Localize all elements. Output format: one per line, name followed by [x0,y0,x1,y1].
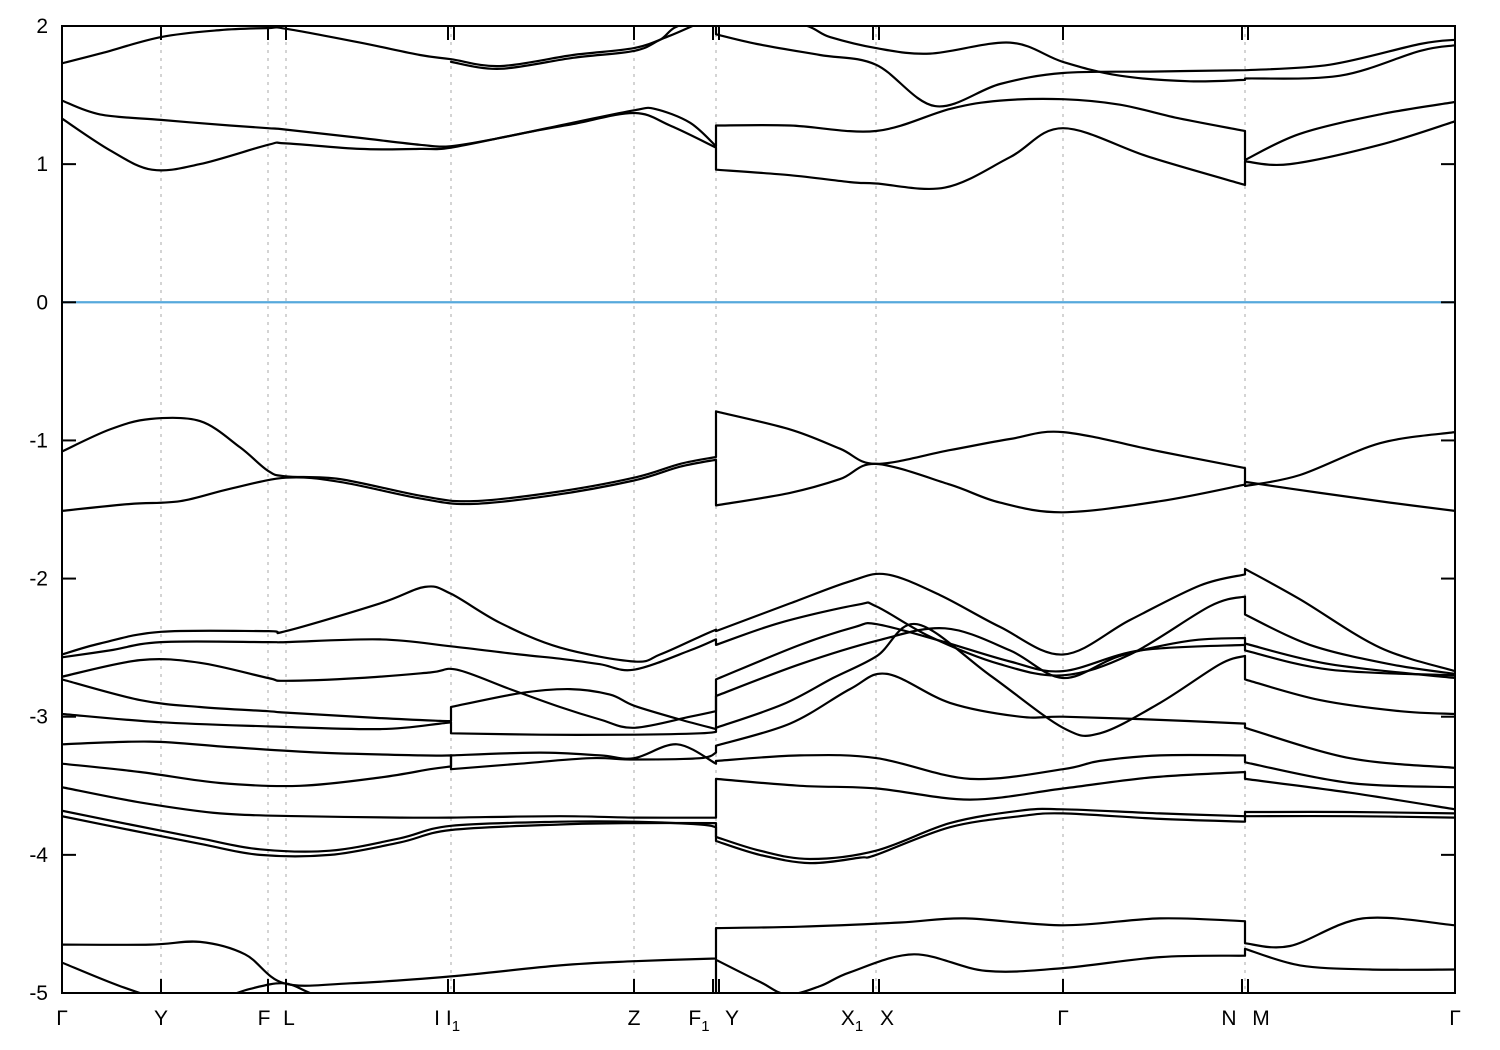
band-8 [62,595,1455,677]
band-15 [62,809,1455,865]
band-10 [62,627,1455,731]
band-18 [62,947,1455,993]
y-axis-label: -5 [29,982,48,1005]
band-16 [62,807,1455,861]
y-axis-label: -3 [29,706,48,729]
plot-frame [61,25,1456,994]
band-4 [62,111,1455,191]
x-axis-label: Γ [1449,1007,1461,1030]
y-axis-label: -2 [29,568,48,591]
band-2 [449,26,1455,83]
y-axis-label: -4 [29,844,48,867]
band-1 [62,26,1455,108]
x-axis-label: Γ [56,1007,68,1030]
x-axis-label: Z [628,1007,641,1030]
y-axis-label: 1 [36,153,48,176]
y-axis-label: -1 [29,429,48,452]
band-11 [62,623,1455,737]
band-13 [62,743,1455,789]
x-axis-label: Γ [1057,1007,1069,1030]
band-12 [62,672,1455,771]
band-5 [62,410,1455,503]
x-axis-label: Y [725,1007,739,1030]
x-axis-label: I1 [446,1007,460,1035]
x-axis-label: Y [154,1007,168,1030]
x-axis-label: X1 [841,1007,863,1035]
bands-group [62,26,1455,993]
x-axis-label: I [434,1007,440,1030]
band-3 [62,97,1455,162]
band-7 [62,567,1455,673]
x-axis-label: L [283,1007,295,1030]
x-axis-label: F1 [688,1007,709,1035]
x-axis-label: N [1221,1007,1236,1030]
y-axis-label: 0 [36,291,48,314]
x-axis-label: F [258,1007,271,1030]
band-17 [62,916,1455,987]
x-axis-label: X [880,1007,894,1030]
band-6 [62,458,1455,514]
y-axis-label: 2 [36,15,48,38]
band-14 [62,770,1455,819]
x-axis-label: M [1252,1007,1270,1030]
